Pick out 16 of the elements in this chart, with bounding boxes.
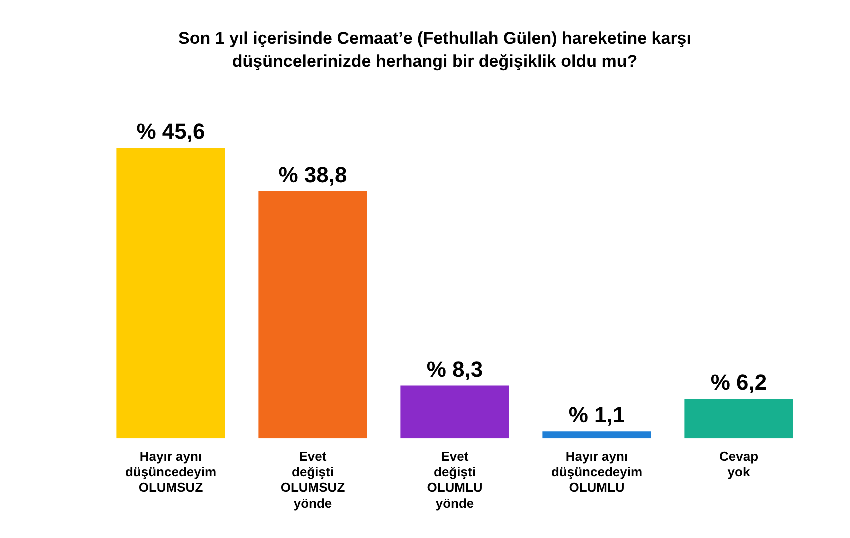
bar — [400, 386, 510, 438]
data-label: % 45,6 — [136, 118, 206, 144]
bar — [258, 191, 368, 438]
x-tick-label: Evet değişti OLUMSUZ yönde — [280, 448, 346, 511]
bar — [684, 398, 794, 438]
bar — [116, 148, 226, 438]
x-tick-label: Hayır aynı düşüncedeyim OLUMSUZ — [125, 448, 217, 496]
bar — [542, 431, 652, 438]
data-label: % 38,8 — [278, 162, 348, 188]
data-label: % 8,3 — [426, 356, 484, 382]
x-tick-label: Cevap yok — [719, 448, 759, 480]
data-label: % 1,1 — [568, 402, 626, 428]
data-label: % 6,2 — [710, 370, 768, 396]
chart-title: Son 1 yıl içerisinde Cemaat’e (Fethullah Gülen) hareketine karşı düşüncelerinizde herhangi bir değişiklik oldu mu? — [177, 28, 692, 73]
x-tick-label: Hayır aynı düşüncedeyim OLUMLU — [551, 448, 643, 496]
x-tick-label: Evet değişti OLUMLU yönde — [427, 448, 483, 511]
